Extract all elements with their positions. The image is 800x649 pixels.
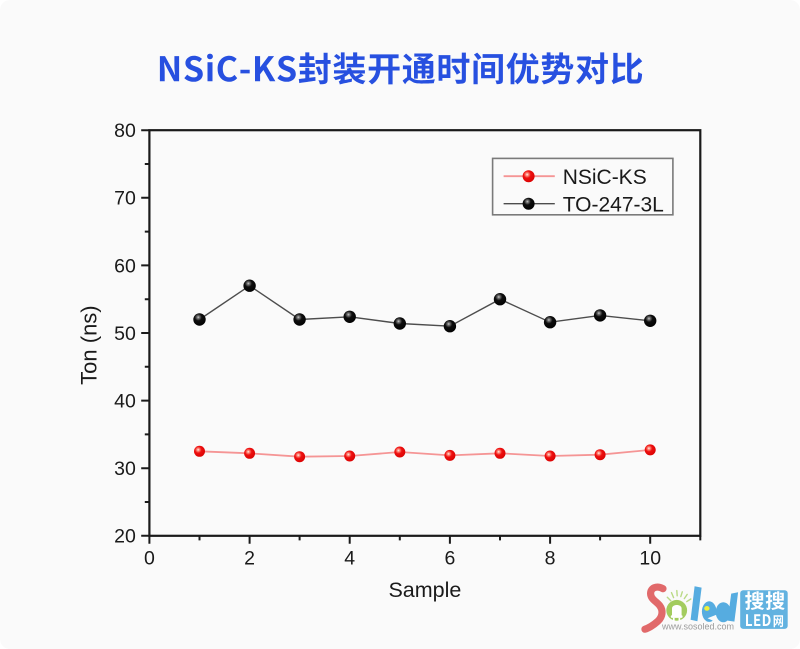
svg-text:8: 8: [545, 548, 556, 570]
svg-text:30: 30: [114, 458, 136, 480]
svg-text:0: 0: [144, 548, 155, 570]
svg-text:10: 10: [639, 548, 661, 570]
svg-text:NSiC-KS: NSiC-KS: [563, 166, 647, 189]
svg-text:50: 50: [114, 323, 136, 345]
svg-text:TO-247-3L: TO-247-3L: [563, 193, 664, 216]
svg-text:60: 60: [114, 255, 136, 277]
svg-text:80: 80: [114, 120, 136, 142]
svg-text:20: 20: [114, 526, 136, 548]
svg-text:2: 2: [244, 548, 255, 570]
svg-text:70: 70: [114, 188, 136, 210]
svg-text:40: 40: [114, 391, 136, 413]
svg-text:4: 4: [344, 548, 355, 570]
svg-text:Ton (ns): Ton (ns): [76, 305, 101, 384]
svg-text:Sample: Sample: [388, 578, 461, 602]
svg-text:6: 6: [444, 548, 455, 570]
svg-text:www.sosoled.com: www.sosoled.com: [661, 622, 734, 632]
